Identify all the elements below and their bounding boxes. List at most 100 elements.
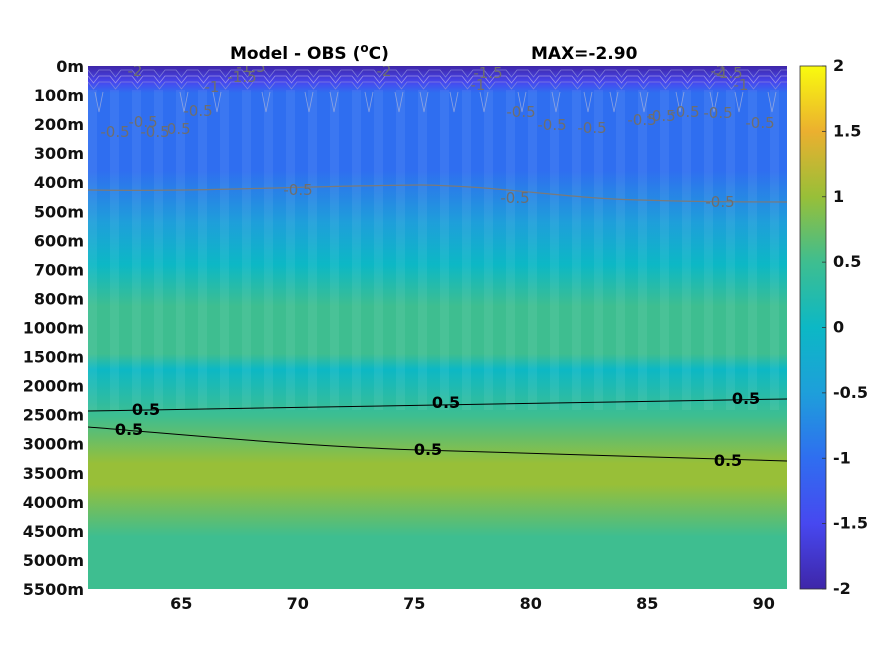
contour-label: 0.5 [132,400,160,419]
y-tick-label: 400m [34,173,84,192]
near-surface-contour-line [419,91,429,113]
surface-contour-line [88,75,787,84]
contour-label: -0.5 [745,114,774,132]
near-surface-contour-line [675,91,685,113]
near-surface-contour-line [329,91,339,113]
contour-label: -0.5 [140,123,169,141]
x-tick-label: 85 [636,594,658,613]
y-tick-label: 1500m [23,348,84,367]
near-surface-contour-line [639,91,649,113]
y-tick-label: 3000m [23,435,84,454]
contour-line-neg05-deep [88,184,787,203]
y-tick-label: 1000m [23,319,84,338]
near-surface-contour-line [364,91,374,113]
plot-area: 0.5 0.5 0.50.50.50.5-2-1-1.5-1.5 -2 -1.5-1-2… [88,58,787,589]
y-tick-label: 500m [34,202,84,221]
chart-max-label: MAX=-2.90 [531,44,638,64]
contour-label: -0.5 [703,104,732,122]
y-tick-label: 100m [34,86,84,105]
near-surface-contour-line [212,91,222,113]
contour-label: 0.5 [732,389,760,408]
surface-contour-line [88,69,787,78]
contour-label: -0.5 [627,111,656,129]
contour-label: -0.5 [670,103,699,121]
y-tick-label: 2000m [23,377,84,396]
colorbar-tick-label: 1.5 [833,121,861,140]
y-tick-label: 600m [34,231,84,250]
y-tick-label: 0m [56,57,84,76]
near-surface-contour-line [734,91,744,113]
contour-label: 0.5 [115,420,143,439]
surface-contours [88,69,787,113]
near-surface-contour-line [767,91,777,113]
contour-label: 0.5 [414,440,442,459]
near-surface-contour-line [583,91,593,113]
near-surface-contour-line [609,91,619,113]
colorbar-tick-label: 1 [833,187,844,206]
y-tick-label: 800m [34,289,84,308]
contour-label: -0.5 [161,120,190,138]
colorbar-tick-label: 0 [833,318,844,337]
y-tick-label: 4000m [23,493,84,512]
contour-label: -1.5 [473,64,502,82]
chart-title: Model - OBS (oC) [230,41,389,64]
colorbar-tick-label: -0.5 [833,383,868,402]
y-tick-label: 3500m [23,464,84,483]
contour-label: -2 [128,62,143,80]
near-surface-contour-line [179,91,189,113]
contour-line-05-upper [88,398,787,412]
contour-label: -2 [377,62,392,80]
near-surface-contour-line [394,91,404,113]
x-tick-label: 65 [170,594,192,613]
contour-label: -0.5 [100,123,129,141]
contour-label: -0.5 [500,189,529,207]
x-axis: 65 70 75 80 85 90 [170,594,775,613]
near-surface-contour-line [517,91,527,113]
contour-label: -0.5 [506,103,535,121]
contour-label: -0.5 [183,102,212,120]
contour-label: -1 [734,76,749,94]
contour-label: 0.5 [714,451,742,470]
x-tick-label: 70 [287,594,309,613]
contour-label: -1.5 [713,64,742,82]
contour-label: -0.5 [705,193,734,211]
contour-line-05-lower [88,426,787,462]
y-tick-label: 2500m [23,406,84,425]
x-tick-label: 75 [403,594,425,613]
x-tick-label: 80 [520,594,542,613]
contour-label: -0.5 [283,181,312,199]
y-axis: 0m 100m 200m 300m 400m 500m 600m 700m 800m 1000m 1… [23,57,84,599]
contour-label: 0.5 [432,393,460,412]
contour-label: -1 [471,76,486,94]
near-surface-contour-line [94,91,104,113]
y-tick-label: 5000m [23,551,84,570]
colorbar-tick-label: -1 [833,448,851,467]
contour-label: -1 [205,78,220,96]
y-tick-label: 200m [34,115,84,134]
surface-contour-line [88,81,787,90]
x-tick-label: 90 [753,594,775,613]
near-surface-contour-line [449,91,459,113]
near-surface-contour-line [709,91,719,113]
contour-label: -0.5 [128,113,157,131]
contour-label: -2 [711,62,726,80]
contour-label: -0.5 [646,107,675,125]
contour-label-group: 0.5 0.5 0.50.50.50.5-2-1-1.5-1.5 -2 -1.5-1-2… [100,58,774,470]
near-surface-contour-line [261,91,271,113]
y-tick-label: 700m [34,260,84,279]
contour-label: -1.5 [236,58,265,76]
colorbar-tick-label: -1.5 [833,514,868,533]
y-tick-label: 5500m [23,580,84,599]
near-surface-contour-line [304,91,314,113]
colorbar-tick-label: 2 [833,56,844,75]
y-tick-label: 4500m [23,522,84,541]
contour-label: -0.5 [577,119,606,137]
colorbar-tick-label: 0.5 [833,252,861,271]
contour-label: -0.5 [537,116,566,134]
striping-texture [88,90,787,410]
near-surface-contour-line [479,91,489,113]
contour-label: -1.5 [227,68,256,86]
y-tick-label: 300m [34,144,84,163]
colorbar-axis: 2 1.5 1 0.5 0 -0.5 -1 -1.5 -2 [822,56,868,598]
